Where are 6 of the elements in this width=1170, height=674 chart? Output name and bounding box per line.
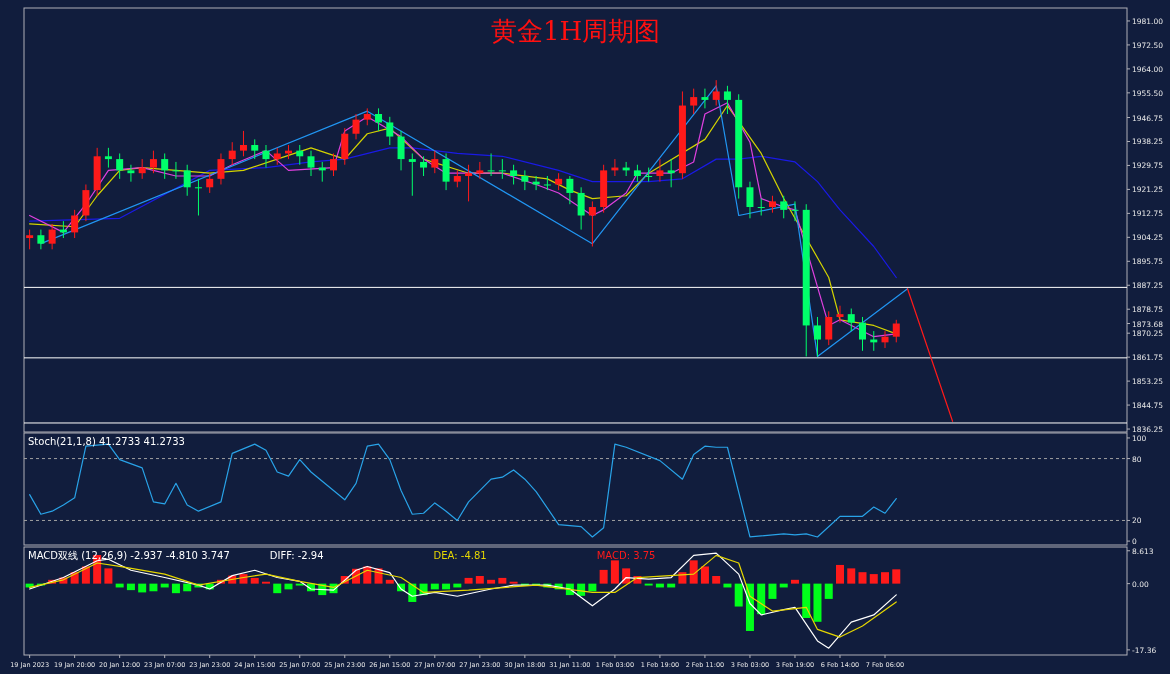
- annotation: MACD双线 (12,26,9) -2.937 -4.810 3.747: [28, 550, 230, 561]
- annotation: Stoch(21,1,8) 41.2733 41.2733: [28, 436, 185, 447]
- series-label: DIFF: -2.94: [269, 550, 324, 561]
- text: DEA: -4.81: [433, 550, 487, 561]
- chart-title: 黄金1H周期图: [490, 16, 661, 46]
- series-label: MACD: 3.75: [596, 550, 656, 561]
